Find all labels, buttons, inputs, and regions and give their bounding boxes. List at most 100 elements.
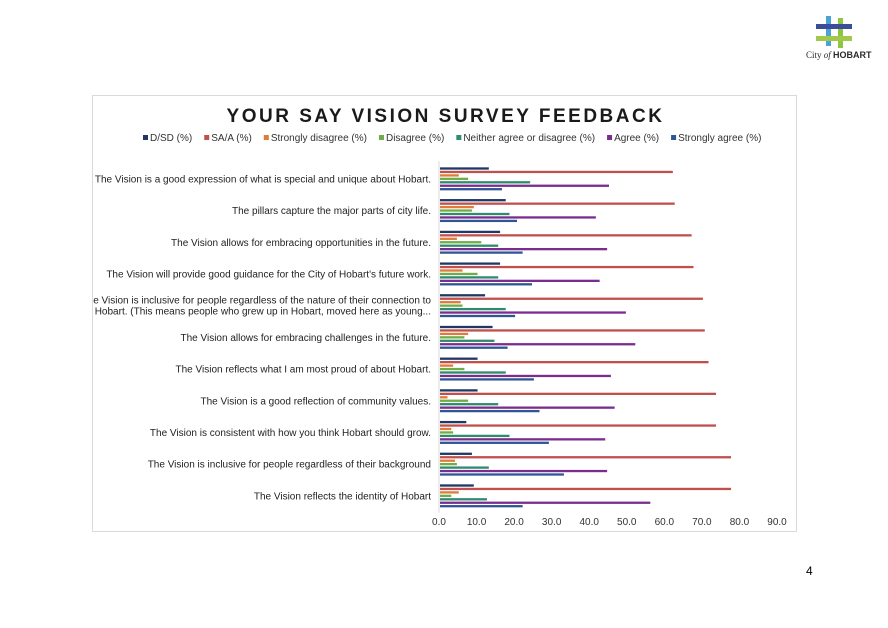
- bar-8-5: [440, 438, 606, 441]
- category-label-8-0: The Vision is consistent with how you th…: [150, 428, 431, 439]
- legend-label-5: Agree (%): [614, 133, 659, 144]
- bar-5-3: [440, 336, 465, 339]
- bar-2-4: [440, 244, 499, 247]
- legend-swatch-0: [143, 135, 148, 140]
- bar-10-5: [440, 501, 651, 504]
- bar-2-1: [440, 234, 692, 237]
- bar-1-1: [440, 202, 675, 205]
- bar-4-3: [440, 304, 463, 307]
- bar-2-2: [440, 237, 457, 240]
- legend-swatch-2: [263, 135, 269, 140]
- bar-2-3: [440, 241, 482, 244]
- legend-label-3: Disagree (%): [386, 133, 444, 144]
- bar-10-1: [440, 487, 732, 491]
- city-of-hobart-logo-icon: [816, 16, 852, 48]
- bar-0-1: [440, 170, 673, 174]
- x-tick-label-4: 40.0: [579, 517, 599, 528]
- bar-7-1: [440, 392, 717, 395]
- category-label-2-0: The Vision allows for embracing opportun…: [171, 238, 431, 249]
- category-label-5-0: The Vision allows for embracing challeng…: [180, 333, 431, 344]
- logo-bar-2: [838, 18, 843, 48]
- category-label-9-0: The Vision is inclusive for people regar…: [148, 460, 431, 471]
- bar-0-2: [440, 174, 459, 177]
- bar-10-0: [440, 484, 474, 487]
- legend-label-2: Strongly disagree (%): [271, 133, 367, 144]
- page-number: 4: [806, 564, 813, 578]
- bar-9-4: [440, 466, 489, 469]
- bar-3-0: [440, 262, 501, 265]
- x-tick-label-5: 50.0: [617, 517, 637, 528]
- bar-5-2: [440, 332, 469, 336]
- bar-5-4: [440, 339, 495, 342]
- x-tick-label-2: 20.0: [504, 517, 524, 528]
- bar-7-3: [440, 399, 469, 402]
- legend-swatch-1: [204, 135, 210, 140]
- bar-10-4: [440, 498, 487, 501]
- bar-9-0: [440, 452, 472, 455]
- bar-8-6: [440, 441, 549, 444]
- bar-4-0: [440, 294, 486, 297]
- logo-bar-4: [816, 36, 852, 41]
- bar-5-6: [440, 346, 508, 349]
- bar-3-6: [440, 283, 533, 286]
- bar-10-2: [440, 491, 459, 494]
- bar-3-1: [440, 265, 694, 269]
- x-tick-label-0: 0.0: [432, 517, 446, 528]
- bar-0-0: [440, 167, 489, 170]
- bar-3-4: [440, 276, 499, 279]
- bar-9-5: [440, 469, 608, 473]
- bar-8-2: [440, 427, 452, 431]
- bar-6-4: [440, 371, 506, 374]
- legend-swatch-5: [607, 135, 613, 140]
- category-label-3-0: The Vision will provide good guidance fo…: [106, 269, 431, 280]
- bar-3-3: [440, 272, 478, 276]
- bar-4-2: [440, 301, 461, 304]
- bar-1-5: [440, 216, 596, 219]
- bar-0-3: [440, 177, 469, 180]
- bar-0-4: [440, 181, 531, 184]
- bar-2-6: [440, 251, 523, 254]
- legend-label-4: Neither agree or disagree (%): [463, 133, 595, 144]
- bar-7-2: [440, 396, 448, 399]
- logo-text-of: of: [823, 50, 831, 60]
- legend-label-1: SA/A (%): [211, 133, 252, 144]
- bar-7-6: [440, 409, 540, 413]
- logo-text-prefix: City: [806, 50, 822, 60]
- bar-9-3: [440, 463, 457, 466]
- bar-7-5: [440, 406, 615, 409]
- x-tick-label-9: 90.0: [767, 517, 787, 528]
- category-label-6-0: The Vision reflects what I am most proud…: [176, 365, 432, 376]
- legend-label-0: D/SD (%): [150, 133, 192, 144]
- category-label-10-0: The Vision reflects the identity of Hoba…: [254, 491, 431, 502]
- x-tick-label-1: 10.0: [467, 517, 487, 528]
- bar-10-3: [440, 494, 452, 497]
- bar-2-5: [440, 248, 608, 251]
- legend-swatch-3: [378, 135, 384, 140]
- bar-5-0: [440, 325, 493, 329]
- x-tick-label-6: 60.0: [655, 517, 675, 528]
- bar-0-5: [440, 184, 609, 187]
- bar-5-1: [440, 329, 705, 332]
- bar-8-0: [440, 420, 467, 424]
- bar-4-5: [440, 311, 626, 314]
- chart-frame: YOUR SAY VISION SURVEY FEEDBACK D/SD (%) S…: [92, 95, 797, 532]
- bar-8-4: [440, 434, 510, 438]
- bar-4-4: [440, 307, 506, 311]
- logo-text-name: HOBART: [833, 50, 872, 60]
- bar-9-1: [440, 456, 732, 459]
- bar-0-6: [440, 188, 502, 191]
- chart-title: YOUR SAY VISION SURVEY FEEDBACK: [227, 106, 665, 127]
- category-label-1-0: The pillars capture the major parts of c…: [232, 206, 431, 217]
- bar-6-6: [440, 378, 534, 381]
- bar-5-5: [440, 343, 636, 346]
- x-tick-label-3: 30.0: [542, 517, 562, 528]
- bar-1-2: [440, 205, 474, 209]
- bar-7-0: [440, 389, 478, 392]
- bar-4-6: [440, 314, 516, 318]
- category-label-4-1: Hobart. (This means people who grew up i…: [95, 307, 431, 318]
- bar-1-6: [440, 219, 517, 223]
- logo-text: City of HOBART: [806, 50, 872, 60]
- bar-10-6: [440, 505, 523, 508]
- bar-9-6: [440, 473, 564, 476]
- legend-label-6: Strongly agree (%): [678, 133, 761, 144]
